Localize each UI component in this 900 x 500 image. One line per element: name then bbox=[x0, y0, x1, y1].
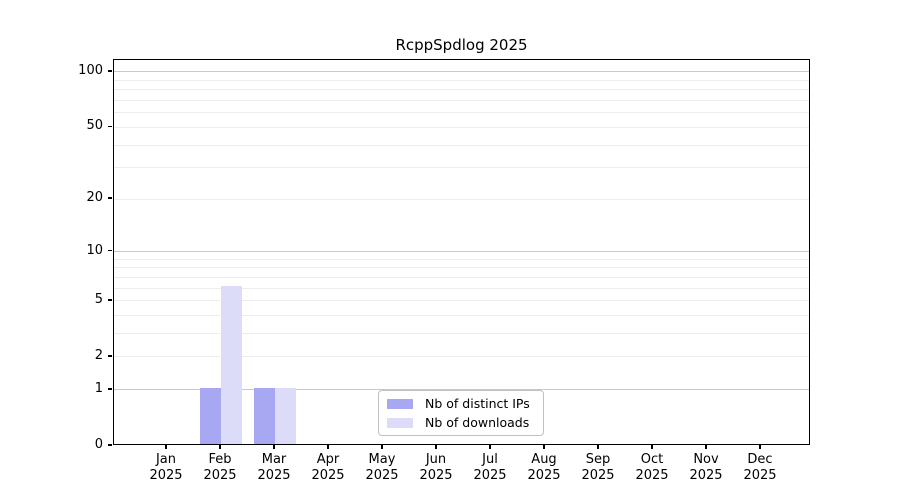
minor-gridline bbox=[114, 315, 809, 317]
major-gridline bbox=[114, 71, 809, 73]
y-tick bbox=[108, 298, 112, 301]
x-tick-label: Nov 2025 bbox=[689, 452, 723, 483]
minor-gridline bbox=[114, 276, 809, 278]
minor-gridline bbox=[114, 258, 809, 260]
x-tick bbox=[759, 445, 761, 449]
legend-swatch-downloads-icon bbox=[387, 417, 413, 428]
minor-gridline bbox=[114, 79, 809, 81]
legend-label-downloads: Nb of downloads bbox=[425, 414, 530, 430]
bar-downloads bbox=[275, 387, 296, 444]
y-tick-label: 2 bbox=[94, 347, 103, 363]
x-tick bbox=[219, 445, 221, 449]
x-tick-label: Aug 2025 bbox=[527, 452, 561, 483]
y-tick bbox=[108, 249, 112, 252]
y-tick-label: 1 bbox=[94, 380, 103, 396]
bar-downloads bbox=[221, 286, 242, 444]
minor-gridline bbox=[114, 89, 809, 91]
plot-area bbox=[113, 59, 810, 445]
major-gridline bbox=[114, 251, 809, 253]
x-tick bbox=[543, 445, 545, 449]
minor-gridline bbox=[114, 112, 809, 114]
y-tick bbox=[108, 388, 112, 390]
x-tick-label: Apr 2025 bbox=[311, 452, 345, 483]
x-tick bbox=[705, 445, 707, 449]
x-tick-label: Jan 2025 bbox=[149, 452, 183, 483]
x-tick bbox=[597, 445, 599, 449]
x-tick bbox=[273, 445, 275, 449]
x-tick bbox=[381, 445, 383, 449]
chart-title: RcppSpdlog 2025 bbox=[395, 36, 528, 54]
minor-gridline bbox=[114, 267, 809, 269]
bar-distinct-ips bbox=[200, 387, 221, 444]
legend-item-distinct-ips: Nb of distinct IPs bbox=[387, 395, 535, 411]
x-tick bbox=[651, 445, 653, 449]
y-tick-label: 0 bbox=[94, 437, 103, 452]
legend: Nb of distinct IPs Nb of downloads bbox=[378, 390, 544, 436]
y-tick bbox=[108, 70, 112, 72]
x-tick-label: Oct 2025 bbox=[635, 452, 669, 483]
legend-label-distinct-ips: Nb of distinct IPs bbox=[425, 395, 530, 411]
y-tick-label: 10 bbox=[86, 242, 103, 258]
x-tick-label: Feb 2025 bbox=[203, 452, 237, 483]
minor-gridline bbox=[114, 356, 809, 358]
minor-gridline bbox=[114, 167, 809, 169]
y-tick bbox=[108, 197, 112, 200]
legend-swatch-distinct-ips-icon bbox=[387, 398, 413, 409]
minor-gridline bbox=[114, 300, 809, 302]
y-tick-label: 5 bbox=[94, 291, 103, 307]
minor-gridline bbox=[114, 144, 809, 146]
minor-gridline bbox=[114, 100, 809, 102]
x-tick bbox=[435, 445, 437, 449]
legend-item-downloads: Nb of downloads bbox=[387, 414, 535, 430]
minor-gridline bbox=[114, 198, 809, 200]
major-gridline bbox=[114, 389, 809, 391]
minor-gridline bbox=[114, 333, 809, 335]
y-tick bbox=[108, 444, 112, 446]
x-tick-label: Jul 2025 bbox=[473, 452, 507, 483]
x-tick-label: Jun 2025 bbox=[419, 452, 453, 483]
x-tick-label: Dec 2025 bbox=[743, 452, 777, 483]
y-tick bbox=[108, 355, 112, 357]
y-tick-label: 50 bbox=[86, 118, 103, 134]
y-tick-label: 100 bbox=[78, 62, 103, 78]
bar-distinct-ips bbox=[254, 387, 275, 444]
y-tick bbox=[108, 125, 112, 128]
y-tick-label: 20 bbox=[86, 190, 103, 206]
x-tick-label: Sep 2025 bbox=[581, 452, 615, 483]
x-tick bbox=[327, 445, 329, 449]
x-tick bbox=[489, 445, 491, 449]
x-tick-label: May 2025 bbox=[365, 452, 399, 483]
minor-gridline bbox=[114, 287, 809, 289]
x-tick-label: Mar 2025 bbox=[257, 452, 291, 483]
x-tick bbox=[165, 445, 167, 449]
minor-gridline bbox=[114, 126, 809, 128]
